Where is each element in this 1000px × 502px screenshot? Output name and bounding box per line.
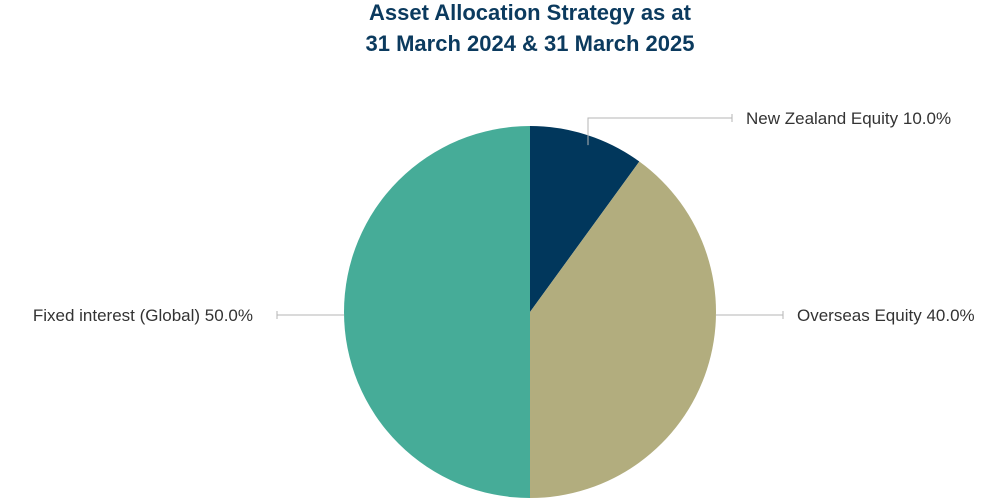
- pie-slice-label-0: New Zealand Equity 10.0%: [746, 109, 951, 128]
- leader-line-0: [587, 114, 733, 146]
- chart-title-line-2: 31 March 2024 & 31 March 2025: [366, 31, 695, 56]
- pie-slice-2: [344, 126, 530, 498]
- pie-slices: [344, 126, 717, 498]
- pie-slice-label-1: Overseas Equity 40.0%: [797, 306, 975, 325]
- leader-line-2: [276, 311, 344, 319]
- leader-line-1: [716, 311, 784, 319]
- pie-slice-1: [530, 161, 717, 498]
- pie-slice-0: [530, 126, 640, 312]
- pie-slice-label-2: Fixed interest (Global) 50.0%: [33, 306, 253, 325]
- chart-title-line-1: Asset Allocation Strategy as at: [369, 0, 692, 25]
- pie-labels: New Zealand Equity 10.0% Overseas Equity …: [33, 109, 975, 325]
